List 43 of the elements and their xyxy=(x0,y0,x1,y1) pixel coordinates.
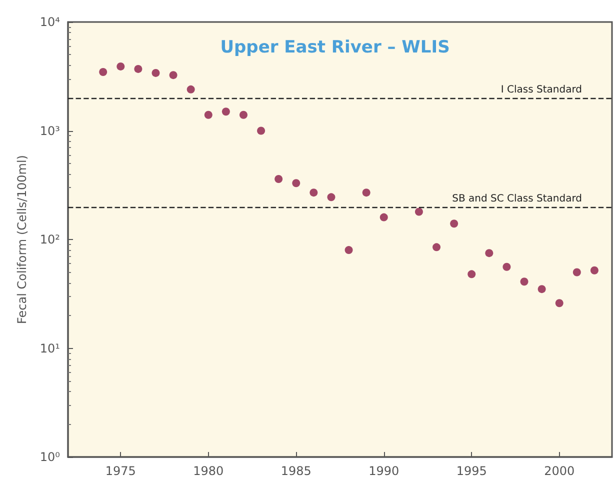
point xyxy=(134,64,142,73)
point xyxy=(344,246,353,254)
point xyxy=(502,262,511,271)
y-tick-label: 10³ xyxy=(40,124,60,138)
y-tick-label: 10² xyxy=(40,232,60,246)
text: Upper East River – WLIS xyxy=(220,38,450,58)
point xyxy=(432,243,441,252)
point xyxy=(450,220,458,228)
point xyxy=(327,193,336,202)
point xyxy=(116,62,125,70)
point xyxy=(380,213,388,222)
point xyxy=(555,299,564,308)
point xyxy=(468,270,476,278)
point xyxy=(274,175,283,183)
x-tick-label: 1975 xyxy=(105,464,136,478)
y-tick-label: 10⁴ xyxy=(40,15,60,29)
point xyxy=(239,110,248,119)
point xyxy=(204,110,212,119)
point xyxy=(292,179,300,188)
point xyxy=(362,188,370,197)
ref-line-label: I Class Standard xyxy=(500,84,582,96)
point xyxy=(169,71,178,80)
point xyxy=(538,285,546,294)
ref-line-label: SB and SC Class Standard xyxy=(452,193,582,204)
x-tick-label: 1990 xyxy=(368,464,400,478)
x-tick-label: 1985 xyxy=(280,464,312,478)
x-tick-label: 1980 xyxy=(193,464,224,478)
point xyxy=(310,188,318,197)
point xyxy=(257,126,266,135)
point xyxy=(222,108,230,116)
y-tick-label: 10¹ xyxy=(40,341,60,356)
y-tick-label: 10⁰ xyxy=(40,450,60,464)
x-tick-label: 1995 xyxy=(456,464,487,478)
point xyxy=(485,249,494,258)
point xyxy=(186,85,195,94)
point xyxy=(99,68,108,76)
point xyxy=(152,68,160,77)
point xyxy=(590,266,598,274)
point xyxy=(520,278,528,286)
y-axis-title: Fecal Coliform (Cells/100ml) xyxy=(15,155,29,324)
x-tick-label: 2000 xyxy=(544,464,575,478)
point xyxy=(572,268,581,276)
point xyxy=(414,208,423,216)
